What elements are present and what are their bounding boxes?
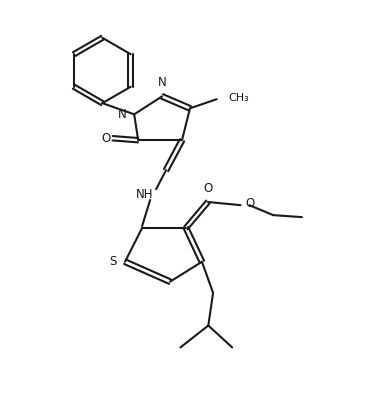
- Text: N: N: [118, 108, 127, 121]
- Text: S: S: [109, 255, 116, 268]
- Text: N: N: [158, 76, 166, 89]
- Text: O: O: [245, 197, 255, 210]
- Text: NH: NH: [135, 188, 153, 200]
- Text: O: O: [102, 132, 111, 145]
- Text: O: O: [203, 182, 213, 195]
- Text: CH₃: CH₃: [229, 93, 250, 103]
